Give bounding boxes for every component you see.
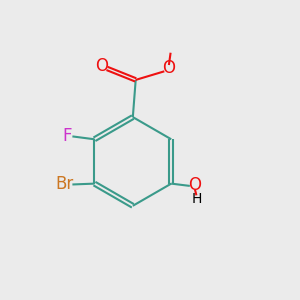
Text: O: O [95,57,108,75]
Text: F: F [62,128,72,146]
Text: O: O [162,59,176,77]
Text: H: H [191,192,202,206]
Text: Br: Br [55,176,74,194]
Text: O: O [188,176,202,194]
